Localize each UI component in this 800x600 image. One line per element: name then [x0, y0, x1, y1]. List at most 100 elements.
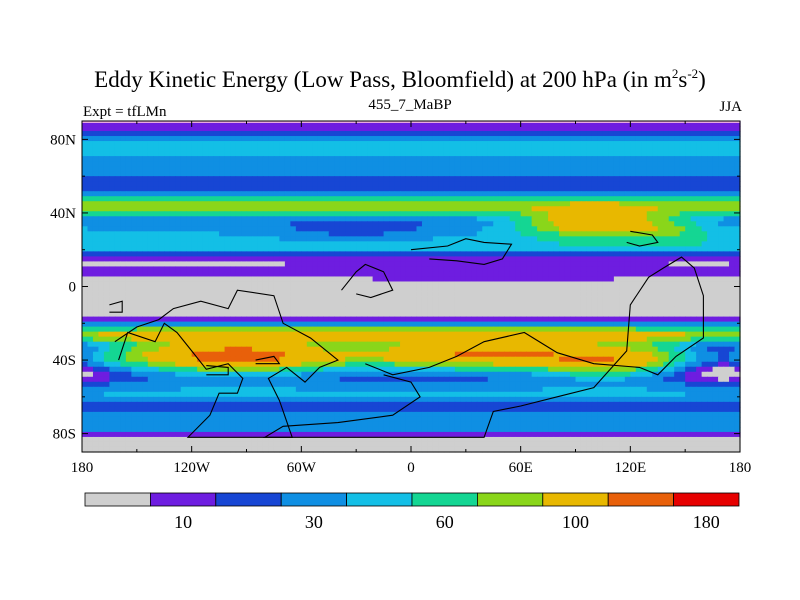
field-cell [685, 226, 692, 232]
field-cell [411, 196, 418, 202]
field-cell [301, 141, 308, 147]
field-cell [696, 241, 703, 247]
field-cell [498, 216, 505, 222]
field-cell [548, 226, 555, 232]
field-cell [175, 181, 182, 187]
field-cell [345, 306, 352, 313]
field-cell [394, 156, 401, 162]
field-cell [345, 126, 352, 132]
field-cell [241, 186, 248, 192]
field-cell [147, 281, 154, 288]
field-cell [82, 171, 89, 177]
field-cell [175, 316, 182, 323]
field-cell [191, 141, 198, 147]
field-cell [729, 166, 736, 172]
field-cell [103, 201, 111, 207]
field-cell [438, 316, 445, 323]
field-cell [246, 136, 253, 142]
field-cell [361, 146, 368, 152]
field-cell [646, 296, 653, 303]
field-cell [416, 326, 423, 333]
field-cell [235, 301, 242, 308]
field-cell [586, 291, 593, 298]
field-cell [208, 256, 215, 263]
field-cell [251, 121, 259, 127]
field-cell [663, 211, 670, 217]
field-cell [224, 321, 231, 328]
field-cell [619, 236, 626, 242]
field-cell [219, 226, 226, 232]
field-cell [175, 171, 182, 177]
field-cell [339, 311, 346, 318]
field-cell [158, 251, 165, 258]
field-cell [219, 206, 226, 212]
field-cell [125, 246, 132, 252]
field-cell [504, 251, 511, 258]
field-cell [564, 306, 571, 313]
field-cell [361, 166, 368, 172]
field-cell [317, 276, 324, 283]
field-cell [241, 206, 248, 212]
field-cell [136, 316, 143, 323]
field-cell [334, 296, 341, 303]
field-cell [493, 146, 500, 152]
field-cell [295, 316, 302, 323]
field-cell [120, 241, 127, 247]
field-cell [690, 186, 697, 192]
field-cell [158, 161, 165, 167]
field-cell [153, 156, 160, 162]
field-cell [707, 286, 714, 293]
field-cell [367, 316, 374, 323]
field-cell [312, 196, 319, 202]
field-cell [712, 216, 719, 222]
field-cell [723, 151, 730, 157]
field-cell [372, 276, 379, 283]
field-cell [279, 166, 286, 172]
field-cell [712, 291, 719, 298]
field-cell [454, 231, 461, 237]
field-cell [613, 316, 620, 323]
field-cell [175, 201, 182, 207]
field-cell [147, 326, 154, 333]
field-cell [707, 291, 714, 298]
field-cell [268, 316, 275, 323]
field-cell [169, 321, 176, 328]
field-cell [191, 181, 198, 187]
field-cell [526, 206, 533, 212]
field-cell [142, 131, 149, 137]
field-cell [284, 176, 291, 182]
field-cell [575, 171, 582, 177]
field-cell [284, 251, 291, 258]
field-cell [372, 266, 379, 273]
field-cell [641, 171, 648, 177]
field-cell [383, 191, 390, 197]
field-cell [411, 181, 418, 187]
field-cell [98, 296, 105, 303]
field-cell [608, 186, 615, 192]
field-cell [663, 226, 670, 232]
field-cell [553, 281, 560, 288]
field-cell [718, 311, 725, 318]
field-cell [361, 181, 368, 187]
field-cell [553, 276, 560, 283]
field-cell [542, 221, 549, 227]
field-cell [153, 131, 160, 137]
field-cell [175, 186, 182, 192]
field-cell [537, 256, 544, 263]
field-cell [564, 121, 571, 127]
field-cell [449, 226, 456, 232]
field-cell [707, 221, 714, 227]
field-cell [537, 206, 544, 212]
field-cell [400, 291, 407, 298]
field-cell [317, 221, 324, 227]
field-cell [613, 301, 620, 308]
field-cell [537, 286, 544, 293]
field-cell [564, 291, 571, 298]
field-cell [147, 241, 154, 247]
field-cell [520, 261, 527, 268]
field-cell [103, 131, 111, 137]
field-cell [526, 201, 533, 207]
field-cell [273, 236, 280, 242]
field-cell [328, 156, 335, 162]
field-cell [131, 321, 138, 328]
